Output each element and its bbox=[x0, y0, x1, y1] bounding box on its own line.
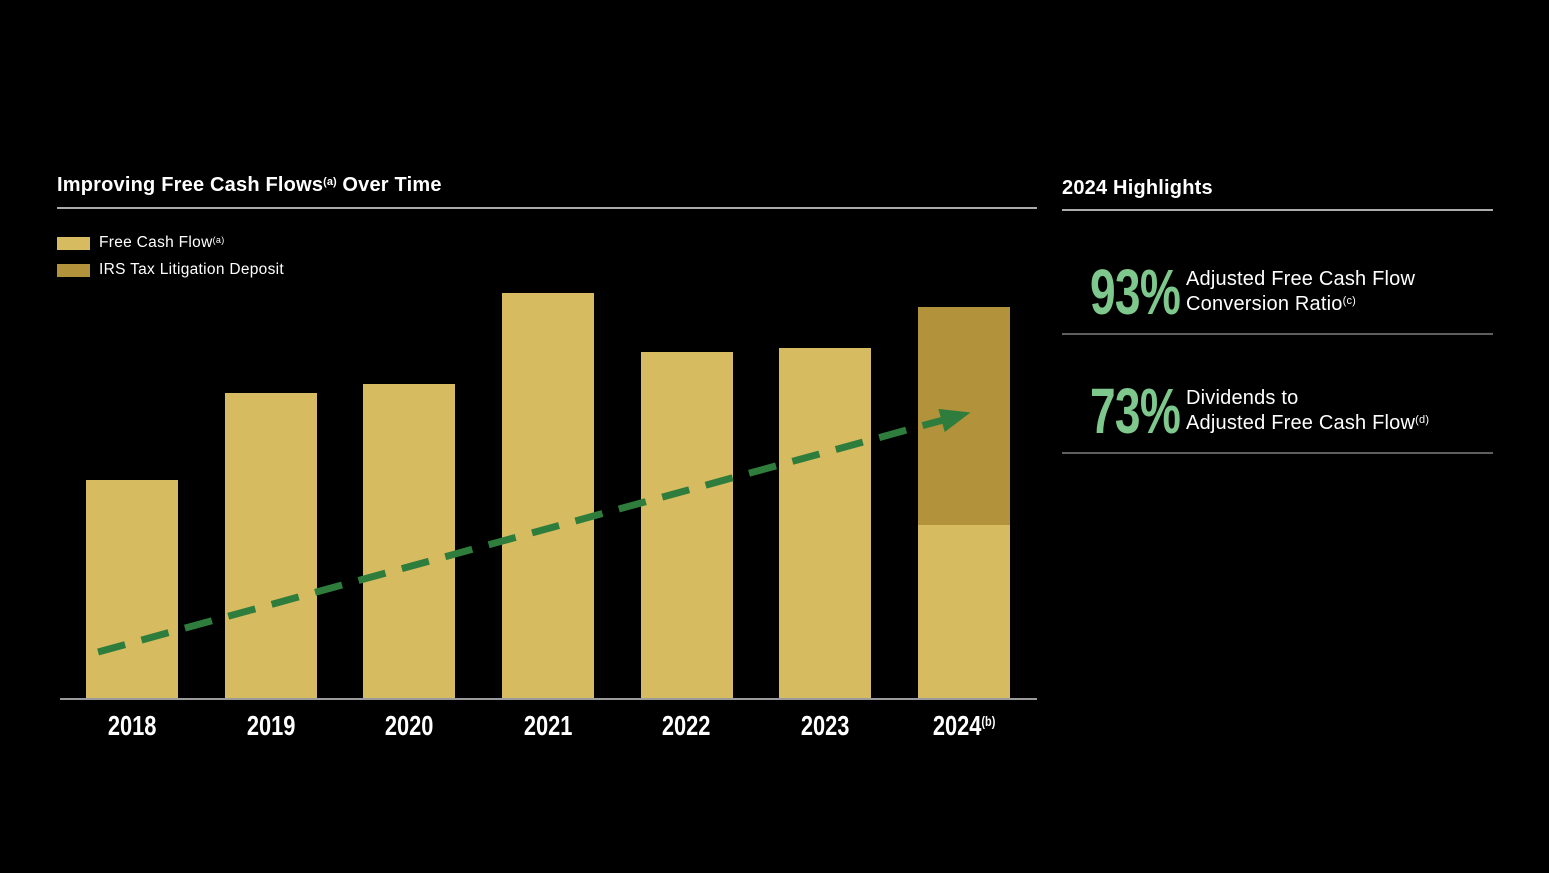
x-axis-footnote-marker: (b) bbox=[981, 713, 996, 729]
bar-group bbox=[60, 243, 1037, 698]
legend-item-free-cash-flow: Free Cash Flow(a) bbox=[57, 232, 284, 254]
x-axis-label-2020: 2020 bbox=[385, 710, 434, 741]
legend-item-irs-tax-litigation-deposit: IRS Tax Litigation Deposit bbox=[57, 259, 284, 281]
stat-value-73: 73% bbox=[1090, 375, 1181, 447]
highlights-divider-2 bbox=[1062, 452, 1493, 454]
bar-2019 bbox=[224, 393, 317, 698]
chart-title-rule bbox=[57, 207, 1037, 209]
x-axis-cell-2022: 2022 bbox=[641, 710, 733, 742]
bar-chart-plot bbox=[60, 243, 1037, 698]
highlights-title: 2024 Highlights bbox=[1062, 177, 1213, 199]
highlights-title-rule bbox=[1062, 209, 1493, 211]
legend-swatch-free-cash-flow bbox=[57, 236, 90, 250]
bar-2023 bbox=[779, 348, 872, 698]
x-axis-labels: 2018 2019 2020 2021 2022 2023 2024(b) bbox=[60, 710, 1037, 742]
x-axis-label-2018: 2018 bbox=[107, 710, 157, 741]
chart-title-main: Improving Free Cash Flows bbox=[57, 174, 324, 196]
x-axis-cell-2021: 2021 bbox=[502, 710, 594, 742]
legend-label-text: IRS Tax Litigation Deposit bbox=[99, 261, 284, 278]
x-axis-cell-2020: 2020 bbox=[363, 710, 455, 742]
x-axis-label-2022: 2022 bbox=[662, 710, 711, 741]
stat-footnote-marker: (d) bbox=[1415, 414, 1430, 426]
bar-segment-free-cash-flow bbox=[86, 480, 178, 698]
bar-2020 bbox=[363, 384, 456, 698]
x-axis-label-2024: 2024(b) bbox=[932, 710, 996, 741]
bar-segment-free-cash-flow bbox=[363, 384, 456, 698]
legend-label-free-cash-flow: Free Cash Flow(a) bbox=[99, 234, 225, 252]
chart-title-footnote-marker: (a) bbox=[323, 176, 337, 188]
stat-desc-line1: Dividends to bbox=[1186, 387, 1299, 409]
x-axis-cell-2018: 2018 bbox=[86, 710, 178, 742]
bar-segment-free-cash-flow bbox=[640, 352, 733, 698]
x-axis-cell-2024: 2024(b) bbox=[918, 710, 1010, 742]
bar-2018 bbox=[86, 480, 178, 698]
legend-label-irs-tax-litigation-deposit: IRS Tax Litigation Deposit bbox=[99, 261, 284, 279]
stat-desc-line2: Adjusted Free Cash Flow bbox=[1186, 412, 1416, 434]
stat-value-box: 93% bbox=[1090, 256, 1186, 328]
stat-desc-conversion-ratio: Adjusted Free Cash Flow Conversion Ratio… bbox=[1186, 268, 1415, 319]
x-axis-line bbox=[60, 698, 1037, 700]
chart-legend: Free Cash Flow(a) IRS Tax Litigation Dep… bbox=[57, 232, 284, 286]
stat-row-dividends: 73% Dividends to Adjusted Free Cash Flow… bbox=[1062, 335, 1493, 452]
bar-2021 bbox=[501, 293, 594, 698]
bar-segment-free-cash-flow bbox=[917, 525, 1010, 698]
stat-desc-line1: Adjusted Free Cash Flow bbox=[1186, 268, 1416, 290]
x-axis-cell-2023: 2023 bbox=[779, 710, 871, 742]
stat-desc-line2: Conversion Ratio bbox=[1186, 293, 1343, 315]
legend-swatch-irs-tax-litigation-deposit bbox=[57, 263, 90, 277]
chart-title: Improving Free Cash Flows(a) Over Time bbox=[57, 174, 442, 197]
stat-value-box: 73% bbox=[1090, 375, 1186, 447]
stat-value-93: 93% bbox=[1090, 256, 1181, 328]
bar-segment-irs-tax-litigation-deposit bbox=[917, 307, 1010, 525]
stat-row-conversion-ratio: 93% Adjusted Free Cash Flow Conversion R… bbox=[1062, 211, 1493, 333]
stat-desc-dividends: Dividends to Adjusted Free Cash Flow(d) bbox=[1186, 387, 1429, 438]
x-axis-label-2021: 2021 bbox=[523, 710, 573, 741]
bar-segment-free-cash-flow bbox=[501, 293, 594, 698]
x-axis-cell-2019: 2019 bbox=[225, 710, 317, 742]
highlights-panel: 2024 Highlights 93% Adjusted Free Cash F… bbox=[1062, 177, 1493, 454]
x-axis-label-2023: 2023 bbox=[800, 710, 850, 741]
bar-2024 bbox=[917, 307, 1010, 698]
bar-2022 bbox=[640, 352, 733, 698]
bar-segment-free-cash-flow bbox=[224, 393, 317, 698]
bar-segment-free-cash-flow bbox=[779, 348, 872, 698]
stat-footnote-marker: (c) bbox=[1342, 295, 1357, 307]
highlights-divider-1 bbox=[1062, 333, 1493, 335]
legend-footnote-marker: (a) bbox=[212, 235, 225, 245]
chart-title-suffix: Over Time bbox=[336, 174, 442, 196]
x-axis-label-2019: 2019 bbox=[246, 710, 295, 741]
legend-label-text: Free Cash Flow bbox=[99, 234, 213, 251]
